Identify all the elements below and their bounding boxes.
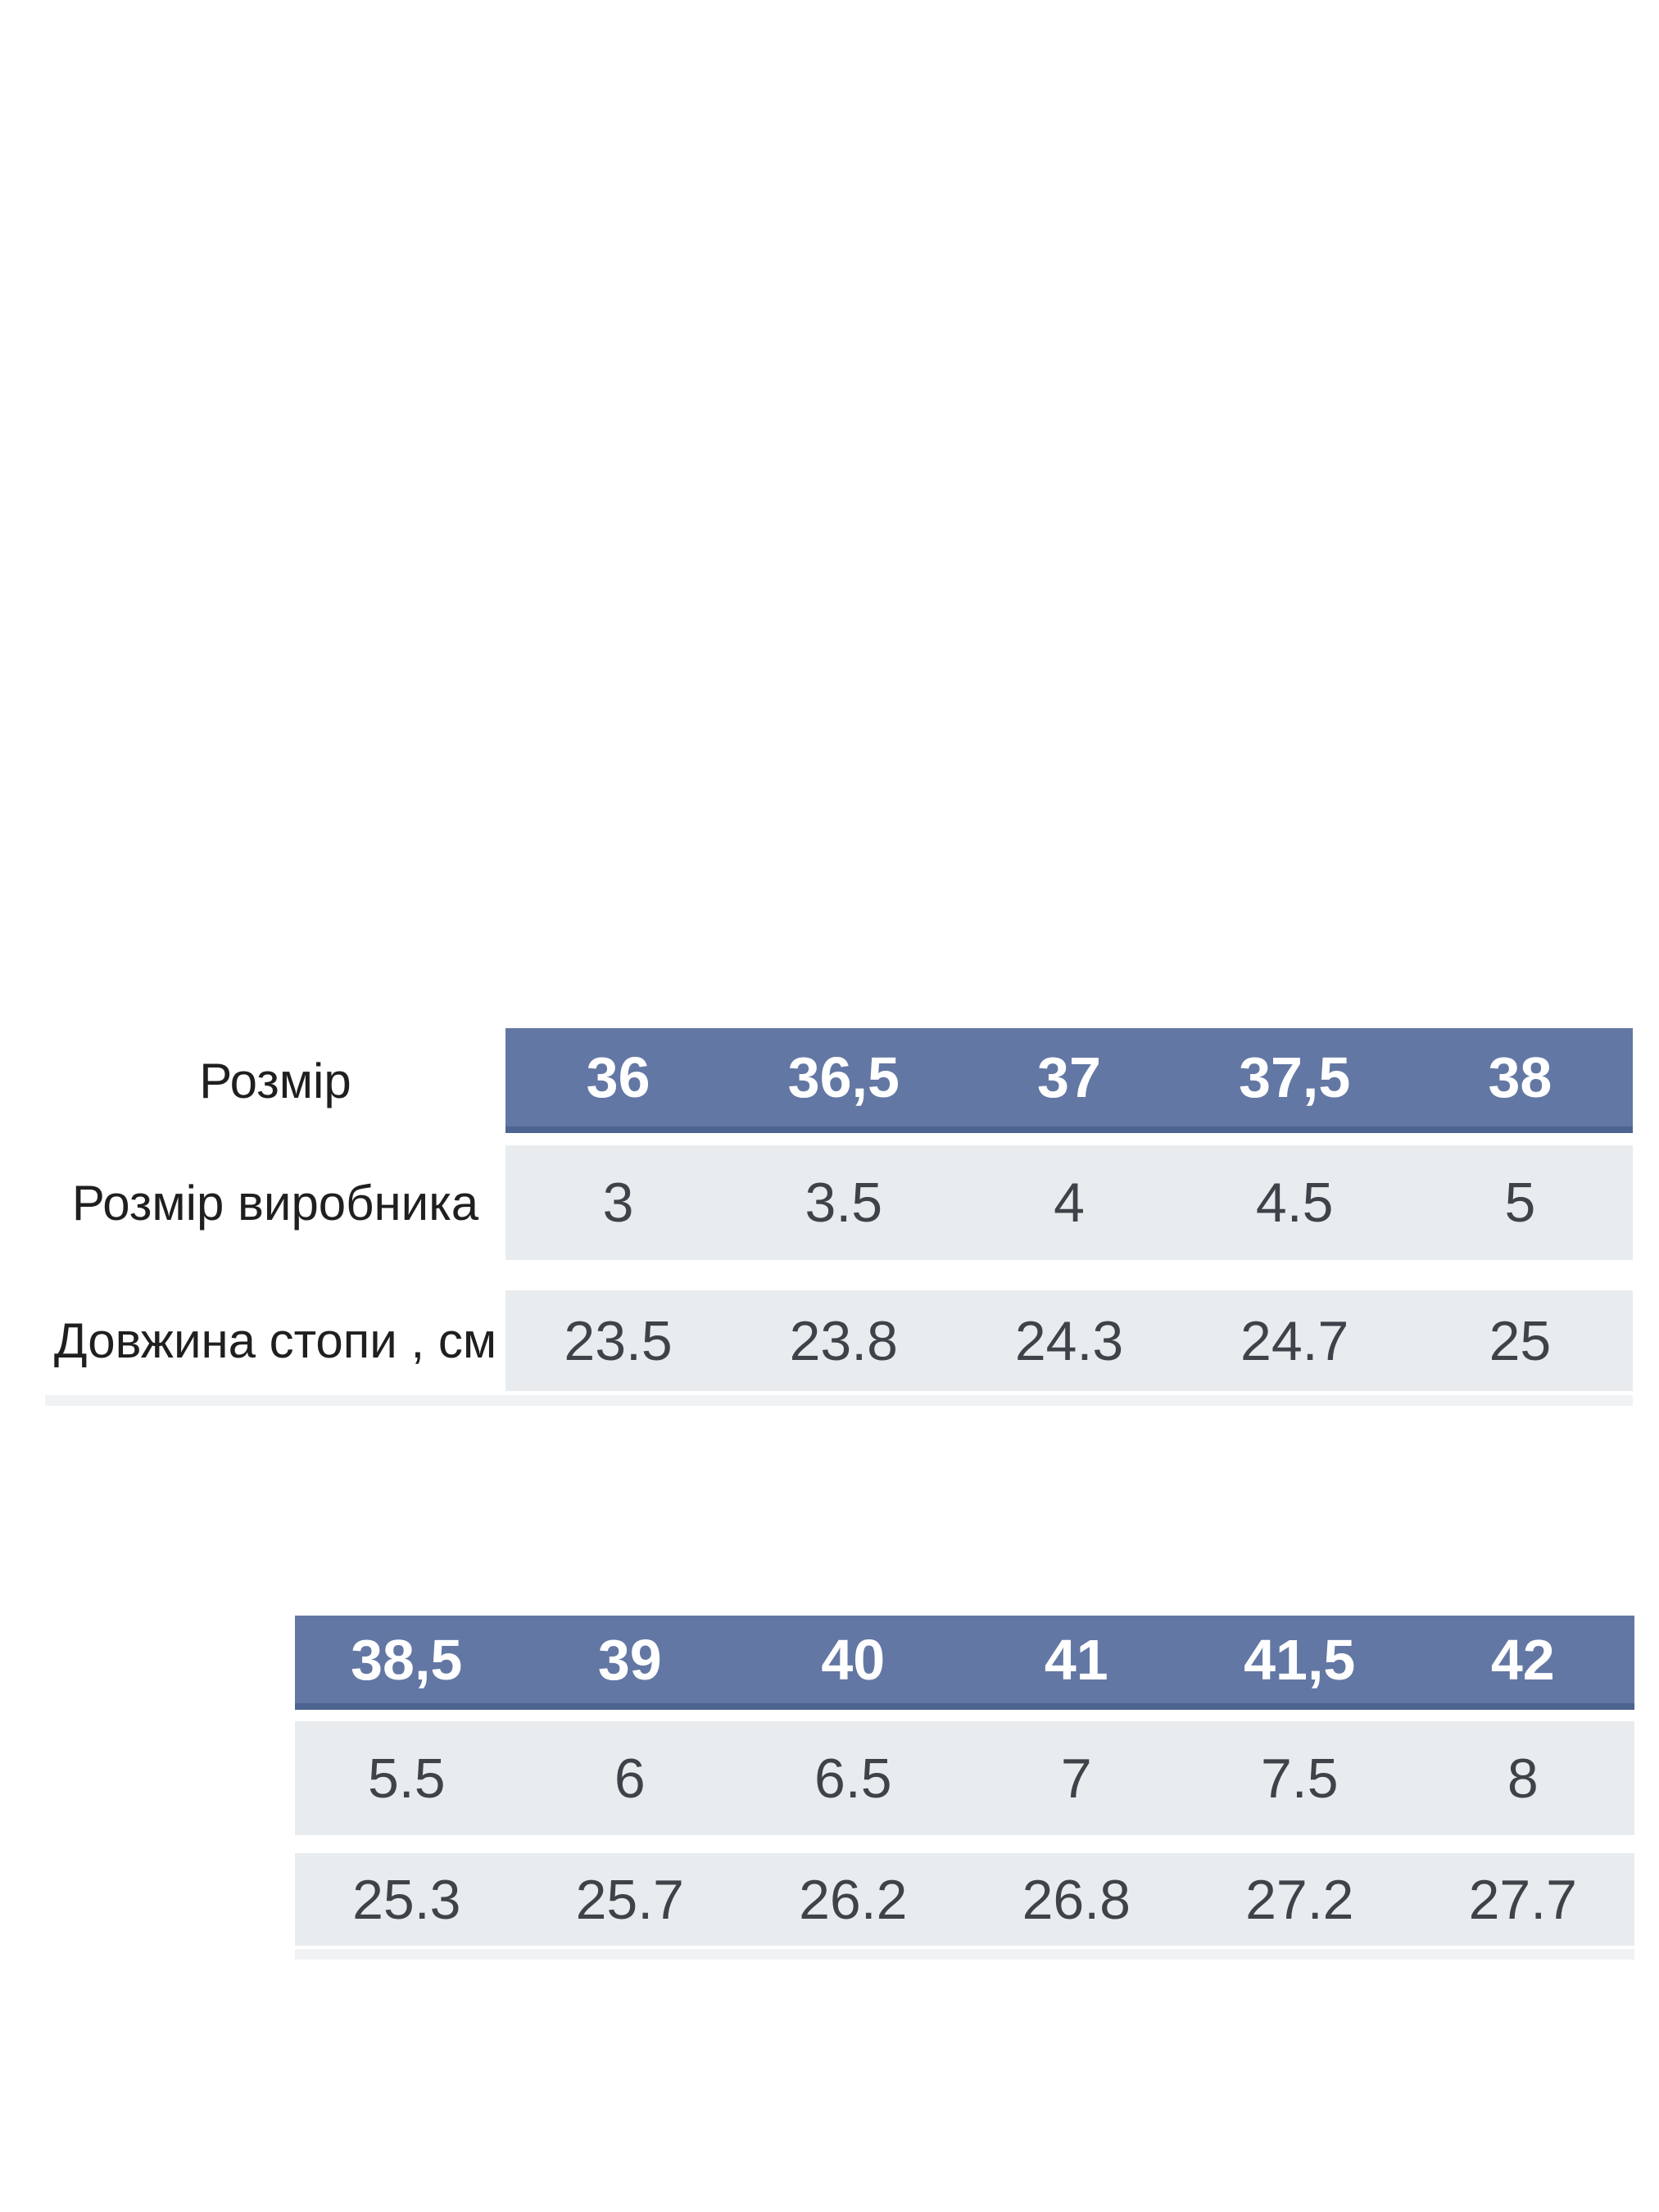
row-label-size: Розмір [45, 1028, 505, 1133]
size-value-text: 25.7 [575, 1868, 684, 1931]
size-value-cell: 24.3 [956, 1290, 1181, 1391]
size-value-cell: 25.3 [295, 1853, 519, 1946]
size-header-text: 37 [1037, 1045, 1101, 1109]
size-value-cell: 23.8 [731, 1290, 956, 1391]
size-header-cell: 41 [965, 1616, 1189, 1703]
size-header-cell: 37,5 [1182, 1028, 1407, 1126]
size-value-cell: 3 [505, 1145, 731, 1260]
table1-foot-length-band: 23.5 23.8 24.3 24.7 25 [505, 1290, 1633, 1391]
row-label-text: Довжина стопи , см [53, 1313, 497, 1368]
size-value-text: 7 [1060, 1747, 1092, 1810]
size-header-cell: 38,5 [295, 1616, 519, 1703]
size-value-cell: 27.2 [1188, 1853, 1412, 1946]
table2-manufacturer-row: 5.5 6 6.5 7 7.5 8 [295, 1721, 1634, 1835]
size-value-text: 5.5 [367, 1747, 446, 1810]
table1-manufacturer-band: 3 3.5 4 4.5 5 [505, 1145, 1633, 1260]
table1-header-band: 36 36,5 37 37,5 38 [505, 1028, 1633, 1133]
size-chart-table-2: 38,5 39 40 41 41,5 42 5.5 6 6.5 7 7.5 8 [295, 1616, 1634, 1960]
size-header-text: 36 [586, 1045, 650, 1109]
size-value-cell: 4.5 [1182, 1145, 1407, 1260]
row-gap [45, 1133, 1633, 1145]
size-value-cell: 5 [1407, 1145, 1633, 1260]
row-label-manufacturer-size: Розмір виробника [45, 1145, 505, 1260]
size-header-text: 38 [1488, 1045, 1552, 1109]
row-label-text: Розмір виробника [71, 1175, 479, 1231]
size-value-text: 27.2 [1245, 1868, 1354, 1931]
size-value-cell: 23.5 [505, 1290, 731, 1391]
size-value-text: 4.5 [1255, 1172, 1334, 1234]
size-header-cell: 41,5 [1188, 1616, 1412, 1703]
size-header-cell: 37 [956, 1028, 1181, 1126]
size-value-text: 6 [614, 1747, 646, 1810]
size-value-text: 6.5 [814, 1747, 892, 1810]
size-value-text: 4 [1054, 1172, 1085, 1234]
table2-bottom-strip [295, 1949, 1634, 1960]
size-value-text: 25.3 [352, 1868, 461, 1931]
size-value-text: 26.8 [1022, 1868, 1131, 1931]
size-value-text: 24.7 [1240, 1309, 1349, 1372]
size-value-cell: 6 [519, 1721, 742, 1835]
size-header-text: 41,5 [1244, 1627, 1356, 1692]
size-value-cell: 25.7 [519, 1853, 742, 1946]
size-value-cell: 4 [956, 1145, 1181, 1260]
row-label-text: Розмір [199, 1053, 351, 1108]
size-header-text: 36,5 [787, 1045, 900, 1109]
size-value-text: 24.3 [1014, 1309, 1124, 1372]
size-value-text: 7.5 [1260, 1747, 1339, 1810]
size-chart-table-1: Розмір 36 36,5 37 37,5 38 Розмір виробни… [45, 1028, 1633, 1406]
table2-header-band: 38,5 39 40 41 41,5 42 [295, 1616, 1634, 1710]
row-label-foot-length: Довжина стопи , см [45, 1290, 505, 1391]
size-value-cell: 6.5 [741, 1721, 965, 1835]
size-value-cell: 7.5 [1188, 1721, 1412, 1835]
size-header-cell: 39 [519, 1616, 742, 1703]
size-value-cell: 25 [1407, 1290, 1633, 1391]
table1-foot-length-row: Довжина стопи , см 23.5 23.8 24.3 24.7 2… [45, 1290, 1633, 1391]
size-header-text: 42 [1490, 1627, 1555, 1692]
size-header-cell: 38 [1407, 1028, 1633, 1126]
table2-header-row: 38,5 39 40 41 41,5 42 [295, 1616, 1634, 1710]
size-value-text: 8 [1507, 1747, 1539, 1810]
size-value-cell: 26.2 [741, 1853, 965, 1946]
size-header-cell: 40 [741, 1616, 965, 1703]
size-value-cell: 8 [1412, 1721, 1635, 1835]
row-gap [295, 1710, 1634, 1721]
size-header-cell: 36,5 [731, 1028, 956, 1126]
size-value-cell: 24.7 [1182, 1290, 1407, 1391]
table2-manufacturer-band: 5.5 6 6.5 7 7.5 8 [295, 1721, 1634, 1835]
size-value-text: 26.2 [799, 1868, 908, 1931]
size-value-cell: 26.8 [965, 1853, 1189, 1946]
table2-foot-length-band: 25.3 25.7 26.2 26.8 27.2 27.7 [295, 1853, 1634, 1946]
size-value-cell: 3.5 [731, 1145, 956, 1260]
size-header-cell: 42 [1412, 1616, 1635, 1703]
table1-manufacturer-row: Розмір виробника 3 3.5 4 4.5 5 [45, 1145, 1633, 1260]
size-value-text: 23.5 [564, 1309, 673, 1372]
size-value-text: 27.7 [1468, 1868, 1577, 1931]
table1-bottom-strip [45, 1395, 1633, 1406]
row-gap [45, 1260, 1633, 1290]
size-header-text: 39 [597, 1627, 662, 1692]
size-value-text: 5 [1504, 1172, 1536, 1234]
size-value-cell: 7 [965, 1721, 1189, 1835]
size-header-text: 37,5 [1239, 1045, 1351, 1109]
size-value-text: 3 [602, 1172, 634, 1234]
size-header-cell: 36 [505, 1028, 731, 1126]
size-value-text: 23.8 [789, 1309, 898, 1372]
size-value-cell: 27.7 [1412, 1853, 1635, 1946]
table1-header-row: Розмір 36 36,5 37 37,5 38 [45, 1028, 1633, 1133]
table2-foot-length-row: 25.3 25.7 26.2 26.8 27.2 27.7 [295, 1853, 1634, 1946]
row-gap [295, 1835, 1634, 1853]
size-header-text: 38,5 [351, 1627, 463, 1692]
size-header-text: 40 [821, 1627, 886, 1692]
size-header-text: 41 [1044, 1627, 1108, 1692]
size-value-text: 3.5 [805, 1172, 883, 1234]
size-value-cell: 5.5 [295, 1721, 519, 1835]
size-value-text: 25 [1489, 1309, 1552, 1372]
